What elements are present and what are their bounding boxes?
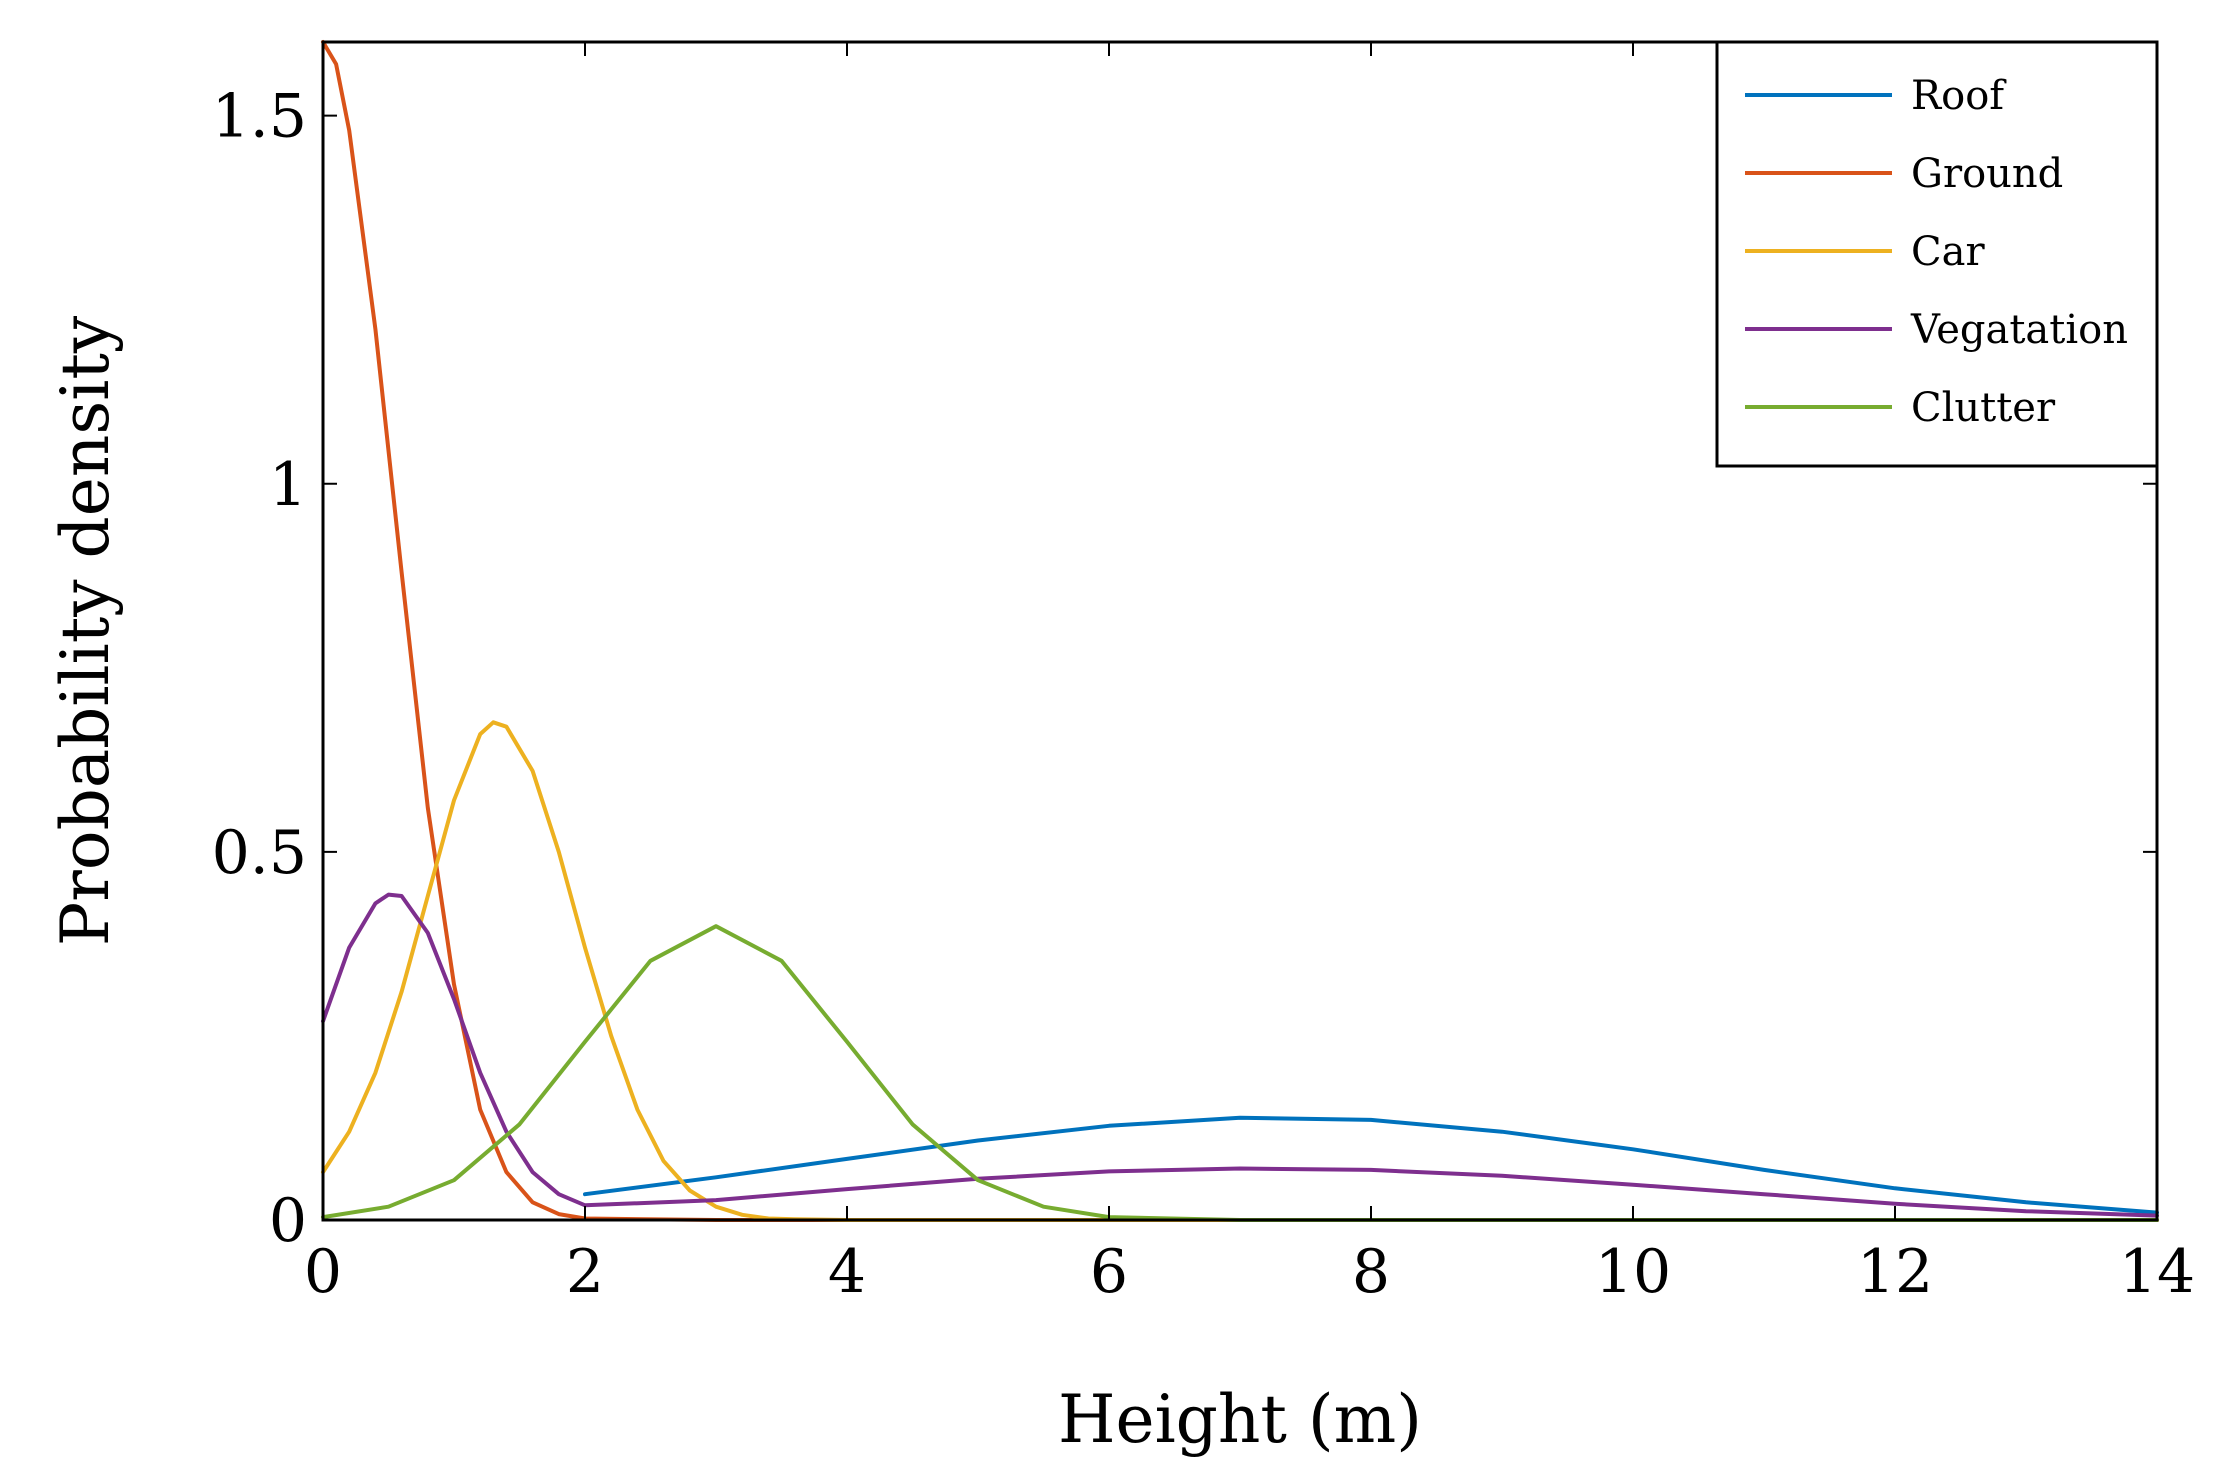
x-tick-label: 10	[1595, 1237, 1671, 1307]
y-tick-label: 0	[269, 1186, 307, 1256]
x-tick-label: 14	[2119, 1237, 2195, 1307]
y-tick-label: 1	[269, 450, 307, 520]
series-line-roof	[583, 1115, 2159, 1215]
legend-box	[1715, 40, 2159, 468]
legend-label: Car	[1911, 229, 1985, 275]
series-line-vegatation	[321, 892, 2159, 1218]
legend-label: Ground	[1911, 151, 2063, 197]
plot-frame	[321, 40, 2159, 1222]
x-tick-label: 8	[1352, 1237, 1390, 1307]
x-tick-label: 4	[828, 1237, 866, 1307]
legend-label: Vegatation	[1910, 307, 2128, 353]
legend: Roof Ground Car Vegatation Clutter	[1715, 40, 2159, 468]
y-tick-label: 0.5	[212, 818, 307, 888]
series-line-clutter	[321, 924, 2159, 1222]
legend-label: Clutter	[1911, 385, 2056, 431]
y-tick-label: 1.5	[212, 82, 307, 152]
legend-label: Roof	[1911, 73, 2007, 119]
x-tick-label: 2	[566, 1237, 604, 1307]
x-tick-label: 6	[1090, 1237, 1128, 1307]
x-axis-title: Height (m)	[1058, 1381, 1422, 1458]
tick-labels: 0 2 4 6 8 10 12 14 0 0.5 1 1.5	[212, 82, 2196, 1307]
series-line-car	[321, 720, 2159, 1222]
x-tick-label: 0	[304, 1237, 342, 1307]
x-tick-label: 12	[1857, 1237, 1933, 1307]
y-axis-title: Probability density	[47, 315, 124, 946]
